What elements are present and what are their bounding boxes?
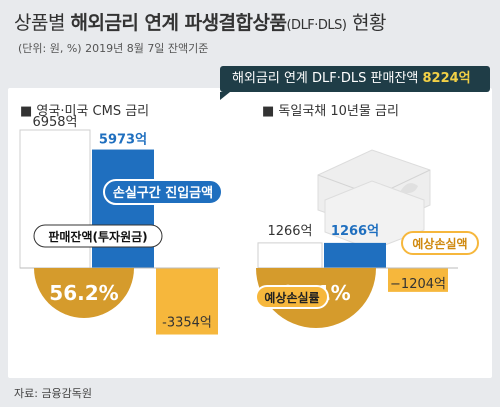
box-illustration-emblem [400, 183, 418, 194]
banner-label: 해외금리 연계 DLF·DLS 판매잔액 [232, 71, 423, 86]
annotation-0-0: 판매잔액(투자원금) [48, 229, 147, 244]
ratio-label-0: 56.2% [49, 281, 118, 305]
annotation-box-1-1 [255, 285, 329, 309]
annotation-box-1-0 [401, 231, 479, 255]
value-label-0-1: 5973억 [99, 133, 147, 148]
title-pre: 상품별 [14, 12, 71, 34]
banner-notch [220, 92, 230, 100]
section-title-cms: ■ 영국·미국 CMS 금리 [20, 104, 150, 119]
annotation-1-1: 예상손실률 [264, 290, 319, 305]
value-label-0-2: -3354억 [162, 316, 212, 331]
watermark-url: uriitv.com [400, 364, 440, 373]
total-banner: 해외금리 연계 DLF·DLS 판매잔액 8224억 [220, 66, 490, 92]
page-title: 상품별 해외금리 연계 파생결합상품(DLF·DLS) 현황 [14, 8, 386, 35]
value-label-0-0: 6958억 [32, 115, 77, 130]
bar-1-1 [324, 242, 386, 268]
title-post: 현황 [346, 12, 386, 34]
section-title-bund: ■ 독일국채 10년물 금리 [262, 104, 399, 119]
ratio-disc-0 [34, 268, 134, 318]
title-small: (DLF·DLS) [286, 18, 347, 33]
annotation-box-0-0 [33, 224, 163, 248]
box-illustration-lower [324, 180, 425, 251]
value-label-1-0: 1266억 [267, 224, 312, 239]
bar-0-2 [156, 268, 218, 335]
banner-value: 8224억 [422, 71, 471, 86]
source-note: 자료: 금융감독원 [14, 387, 93, 400]
bar-1-2 [388, 268, 448, 292]
annotation-1-0: 예상손실액 [412, 236, 467, 251]
watermark-text: 우리방송뉴스 [262, 344, 396, 369]
section-title-cms-text: 영국·미국 CMS 금리 [36, 104, 150, 119]
watermark-logo-icon [261, 339, 283, 361]
section-title-bund-text: 독일국채 10년물 금리 [278, 104, 399, 119]
subtitle: (단위: 원, %) 2019년 8월 7일 잔액기준 [18, 42, 209, 55]
annotation-0-1: 손실구간 진입금액 [113, 185, 213, 201]
bar-0-1 [92, 149, 154, 268]
bar-1-0 [257, 242, 323, 269]
annotation-box-0-1 [103, 179, 223, 205]
value-label-1-1: 1266억 [331, 224, 379, 239]
value-label-1-2: −1204억 [390, 277, 446, 292]
title-bold: 해외금리 연계 파생결합상품 [70, 12, 287, 34]
